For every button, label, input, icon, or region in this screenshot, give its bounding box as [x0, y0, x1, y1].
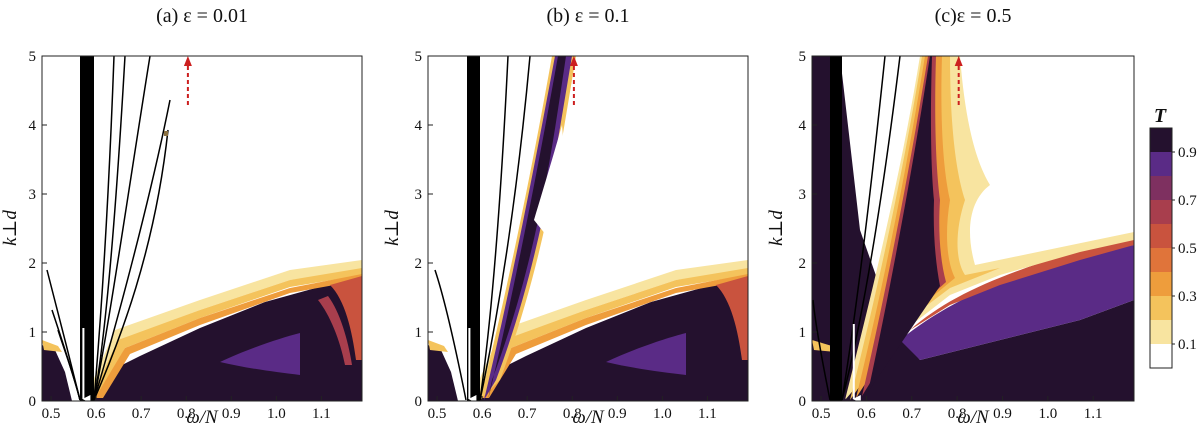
panel-c-heatmap [812, 56, 1134, 401]
colorbar-swatch [1150, 320, 1172, 344]
panel-a-ytick-label: 1 [29, 325, 37, 341]
colorbar-labels: 0.9 0.7 0.5 0.3 0.1 [1172, 145, 1197, 353]
panel-c-xtick-label: 0.7 [902, 406, 921, 422]
colorbar-title: T [1154, 105, 1167, 127]
colorbar-swatch [1150, 200, 1172, 224]
colorbar-swatch [1150, 248, 1172, 272]
panel-a-xtick-label: 0.8 [177, 406, 196, 422]
colorbar-swatch [1150, 224, 1172, 248]
panel-a-title: (a) ε = 0.01 [156, 5, 248, 27]
panel-b-axes: 0.5 0.6 0.7 0.8 0.9 1.0 1.1 0 1 2 3 4 5 [415, 49, 717, 422]
panel-c-ytick-label: 0 [799, 394, 807, 410]
panel-c-resonance-column [830, 56, 842, 401]
panel-b-xlabel: ω/N [572, 407, 605, 428]
colorbar-label: 0.3 [1178, 289, 1197, 305]
panel-c-ytick-label: 2 [799, 256, 807, 272]
colorbar-swatch [1150, 128, 1172, 152]
panel-a-axes: 0.5 0.6 0.7 0.8 0.9 1.0 1.1 0 1 2 3 4 5 [29, 49, 331, 422]
panel-a-xtick-label: 0.5 [42, 406, 61, 422]
panel-a-purple-lobe [220, 333, 300, 375]
panel-a-heatmap [42, 56, 362, 401]
panel-b-title: (b) ε = 0.1 [547, 5, 630, 27]
panel-b-resonance-curves [434, 56, 531, 401]
panel-b-xtick-label: 0.6 [473, 406, 492, 422]
panel-b-ytick-label: 5 [415, 49, 423, 65]
panel-a-xtick-label: 0.9 [222, 406, 241, 422]
panel-b-xtick-label: 0.5 [428, 406, 447, 422]
panel-b-xtick-label: 0.9 [608, 406, 627, 422]
panel-c-ytick-label: 1 [799, 325, 807, 341]
panel-a-xtick-label: 0.7 [132, 406, 151, 422]
panel-a-ytick-label: 4 [29, 118, 37, 134]
colorbar-label: 0.1 [1178, 337, 1197, 353]
colorbar-swatch [1150, 272, 1172, 296]
colorbar-label: 0.5 [1178, 241, 1197, 257]
panel-a-ytick-label: 0 [29, 394, 37, 410]
panel-b-frame [427, 55, 749, 402]
panel-a-ylabel: k⊥d [0, 210, 21, 246]
panel-b-xtick-label: 0.8 [563, 406, 582, 422]
panel-c-xtick-label: 0.8 [948, 406, 967, 422]
panel-a-xlabel: ω/N [186, 407, 219, 428]
panel-a-resonance-curves [46, 56, 171, 401]
panel-c-ylabel: k⊥d [766, 210, 787, 246]
panel-a-ytick-label: 3 [29, 187, 37, 203]
panel-a-frame [41, 55, 363, 402]
panel-a-left-feature [42, 345, 72, 401]
panel-b-white-lens [534, 125, 564, 235]
panel-c-xlabel: ω/N [957, 407, 990, 428]
panel-c-xtick-label: 0.6 [857, 406, 876, 422]
panel-c-xtick-label: 0.5 [812, 406, 831, 422]
colorbar-label: 0.9 [1178, 145, 1197, 161]
panel-b-ytick-label: 4 [415, 118, 423, 134]
colorbar: T 0.9 0.7 0.5 0.3 0.1 [1149, 105, 1197, 369]
panel-c-resonance-curves [812, 56, 901, 401]
panel-c-dark-region [812, 56, 1134, 401]
panel-a-xtick-label: 1.0 [267, 406, 286, 422]
panel-c-ytick-label: 3 [799, 187, 807, 203]
panel-b-resonance-column [467, 56, 480, 401]
panel-c-title: (c)ε = 0.5 [935, 5, 1012, 27]
panel-c-axes: 0.5 0.6 0.7 0.8 0.9 1.0 1.1 0 1 2 3 4 5 [799, 49, 1103, 422]
panel-b-ytick-label: 1 [415, 325, 423, 341]
panel-b-xtick-label: 1.0 [653, 406, 672, 422]
panel-a-ytick-label: 5 [29, 49, 37, 65]
panel-b-xtick-label: 0.7 [518, 406, 537, 422]
panel-a-xtick-label: 1.1 [312, 406, 331, 422]
panel-b-ytick-label: 0 [415, 394, 423, 410]
panel-a-resonance-column [80, 56, 94, 401]
panel-c-ytick-label: 4 [799, 118, 807, 134]
panel-b-heatmap [428, 56, 748, 401]
panel-c: (c)ε = 0.5 0.5 0.6 0.7 0.8 0.9 1. [766, 5, 1135, 428]
panel-c-xtick-label: 1.1 [1084, 406, 1103, 422]
panel-b-xtick-label: 1.1 [698, 406, 717, 422]
panel-a-band-mid [92, 268, 362, 396]
panel-a: (a) ε = 0.01 [0, 5, 363, 428]
panel-b-ylabel: k⊥d [382, 210, 403, 246]
panel-c-ytick-label: 5 [799, 49, 807, 65]
colorbar-swatch [1150, 344, 1172, 368]
colorbar-swatches [1149, 127, 1173, 369]
panel-b-ytick-label: 2 [415, 256, 423, 272]
panel-b: (b) ε = 0.1 0. [382, 5, 749, 428]
panel-a-ytick-label: 2 [29, 256, 37, 272]
colorbar-swatch [1150, 176, 1172, 200]
panel-a-xtick-label: 0.6 [87, 406, 106, 422]
colorbar-label: 0.7 [1178, 193, 1197, 209]
colorbar-swatch [1150, 296, 1172, 320]
panel-b-ytick-label: 3 [415, 187, 423, 203]
panel-a-right-edge [330, 276, 362, 360]
colorbar-swatch [1150, 152, 1172, 176]
panel-c-xtick-label: 1.0 [1038, 406, 1057, 422]
panel-c-xtick-label: 0.9 [993, 406, 1012, 422]
panel-c-frame [811, 55, 1135, 402]
